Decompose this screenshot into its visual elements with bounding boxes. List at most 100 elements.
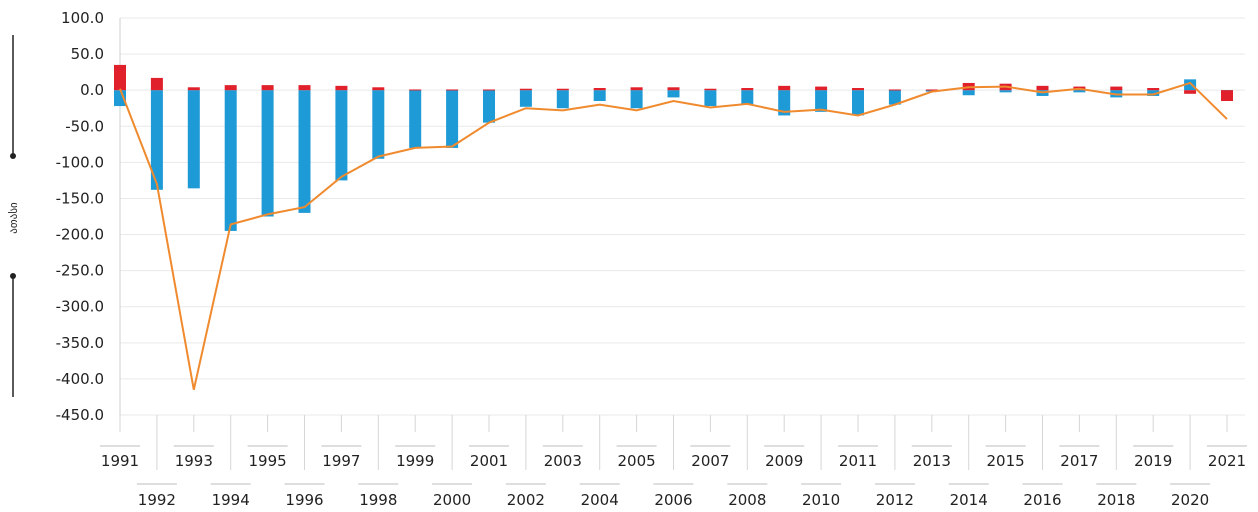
y-tick-label: -250.0: [56, 262, 104, 280]
bar-blue-2017: [1073, 90, 1085, 92]
bar-red-2006: [668, 87, 680, 90]
x-tick-label-2019: 2019: [1134, 452, 1172, 470]
y-tick-label: -400.0: [56, 370, 104, 388]
bar-red-2018: [1110, 87, 1122, 91]
bar-blue-2003: [557, 90, 569, 108]
x-tick-label-2000: 2000: [433, 491, 471, 509]
bar-blue-1995: [262, 90, 274, 216]
x-tick-label-2001: 2001: [470, 452, 508, 470]
x-tick-label-1999: 1999: [396, 452, 434, 470]
x-tick-label-1991: 1991: [101, 452, 139, 470]
bar-red-1991: [114, 65, 126, 90]
bar-blue-1998: [372, 90, 384, 159]
bar-blue-2008: [741, 90, 753, 104]
bar-blue-2002: [520, 90, 532, 107]
bar-red-1999: [409, 89, 421, 90]
bar-red-1997: [335, 86, 347, 90]
bar-red-1998: [372, 87, 384, 90]
bar-blue-2000: [446, 90, 458, 148]
x-tick-label-2012: 2012: [876, 491, 914, 509]
y-tick-label: -50.0: [65, 117, 104, 135]
bar-blue-2006: [668, 90, 680, 97]
x-tick-label-2015: 2015: [987, 452, 1025, 470]
y-axis-title: ათასი: [7, 35, 20, 397]
y-tick-label: -100.0: [56, 153, 104, 171]
x-tick-label-2003: 2003: [544, 452, 582, 470]
bar-red-2003: [557, 89, 569, 90]
x-tick-label-1992: 1992: [138, 491, 176, 509]
x-tick-label-1994: 1994: [212, 491, 250, 509]
bar-red-2019: [1147, 88, 1159, 90]
y-tick-label: -350.0: [56, 334, 104, 352]
bar-blue-2010: [815, 90, 827, 112]
x-tick-label-2014: 2014: [950, 491, 988, 509]
bar-red-2021: [1221, 90, 1233, 101]
bar-red-2000: [446, 89, 458, 90]
bar-red-2009: [778, 86, 790, 90]
x-tick-label-2002: 2002: [507, 491, 545, 509]
bar-blue-1996: [299, 90, 311, 213]
bar-blue-2015: [1000, 90, 1012, 92]
bar-blue-1999: [409, 90, 421, 148]
y-tick-label: 50.0: [71, 45, 104, 63]
x-tick-label-2008: 2008: [728, 491, 766, 509]
y-axis: 100.0 50.0 0.0 -50.0 -100.0 -150.0 -200.0 -250.…: [56, 9, 120, 424]
bar-blue-2007: [704, 90, 716, 106]
bar-red-2016: [1037, 86, 1049, 90]
x-tick-label-2005: 2005: [618, 452, 656, 470]
bar-red-1993: [188, 87, 200, 90]
bar-red-2012: [889, 89, 901, 90]
x-tick-label-1995: 1995: [249, 452, 287, 470]
bar-blue-1993: [188, 90, 200, 188]
y-tick-label: -150.0: [56, 189, 104, 207]
y-tick-label: 0.0: [80, 81, 104, 99]
y-tick-label: -300.0: [56, 298, 104, 316]
x-tick-label-1996: 1996: [285, 491, 323, 509]
bar-red-1992: [151, 78, 163, 90]
bar-blue-1997: [335, 90, 347, 180]
x-tick-label-2021: 2021: [1208, 452, 1246, 470]
bar-red-2002: [520, 89, 532, 90]
bar-red-2001: [483, 89, 495, 90]
x-tick-label-1997: 1997: [322, 452, 360, 470]
bar-red-1994: [225, 85, 237, 90]
y-tick-label: -200.0: [56, 226, 104, 244]
y-tick-label: -450.0: [56, 406, 104, 424]
y-axis-label: ათასი: [7, 202, 20, 234]
x-tick-label-2011: 2011: [839, 452, 877, 470]
x-tick-label-2016: 2016: [1023, 491, 1061, 509]
y-title-dot-top: [10, 153, 16, 159]
bar-blue-2014: [963, 90, 975, 95]
x-tick-label-1998: 1998: [359, 491, 397, 509]
bar-blue-2005: [631, 90, 643, 108]
bar-red-1995: [262, 85, 274, 90]
bar-blue-2011: [852, 90, 864, 115]
x-tick-label-2004: 2004: [581, 491, 619, 509]
grid: [120, 18, 1245, 415]
bar-blue-2001: [483, 90, 495, 122]
x-tick-label-2020: 2020: [1171, 491, 1209, 509]
bar-red-2007: [704, 89, 716, 90]
x-tick-label-2007: 2007: [691, 452, 729, 470]
x-tick-label-2017: 2017: [1060, 452, 1098, 470]
line-series: [120, 83, 1227, 390]
bar-blue-2004: [594, 90, 606, 101]
total-line: [120, 83, 1227, 390]
bar-red-1996: [299, 85, 311, 90]
bar-red-2005: [631, 87, 643, 90]
x-tick-label-2006: 2006: [654, 491, 692, 509]
bar-red-2020: [1184, 90, 1196, 94]
bar-red-2011: [852, 88, 864, 90]
bar-red-2004: [594, 88, 606, 90]
x-tick-label-2009: 2009: [765, 452, 803, 470]
x-tick-label-2018: 2018: [1097, 491, 1135, 509]
y-tick-label: 100.0: [61, 9, 104, 27]
bar-red-2008: [741, 88, 753, 90]
x-tick-label-2010: 2010: [802, 491, 840, 509]
bar-red-2010: [815, 87, 827, 91]
x-tick-label-2013: 2013: [913, 452, 951, 470]
x-axis: 1991 1992 1993 1994 1995 1996 1997 1998 1999 2000…: [100, 415, 1247, 509]
bar-blue-1994: [225, 90, 237, 231]
x-tick-label-1993: 1993: [175, 452, 213, 470]
